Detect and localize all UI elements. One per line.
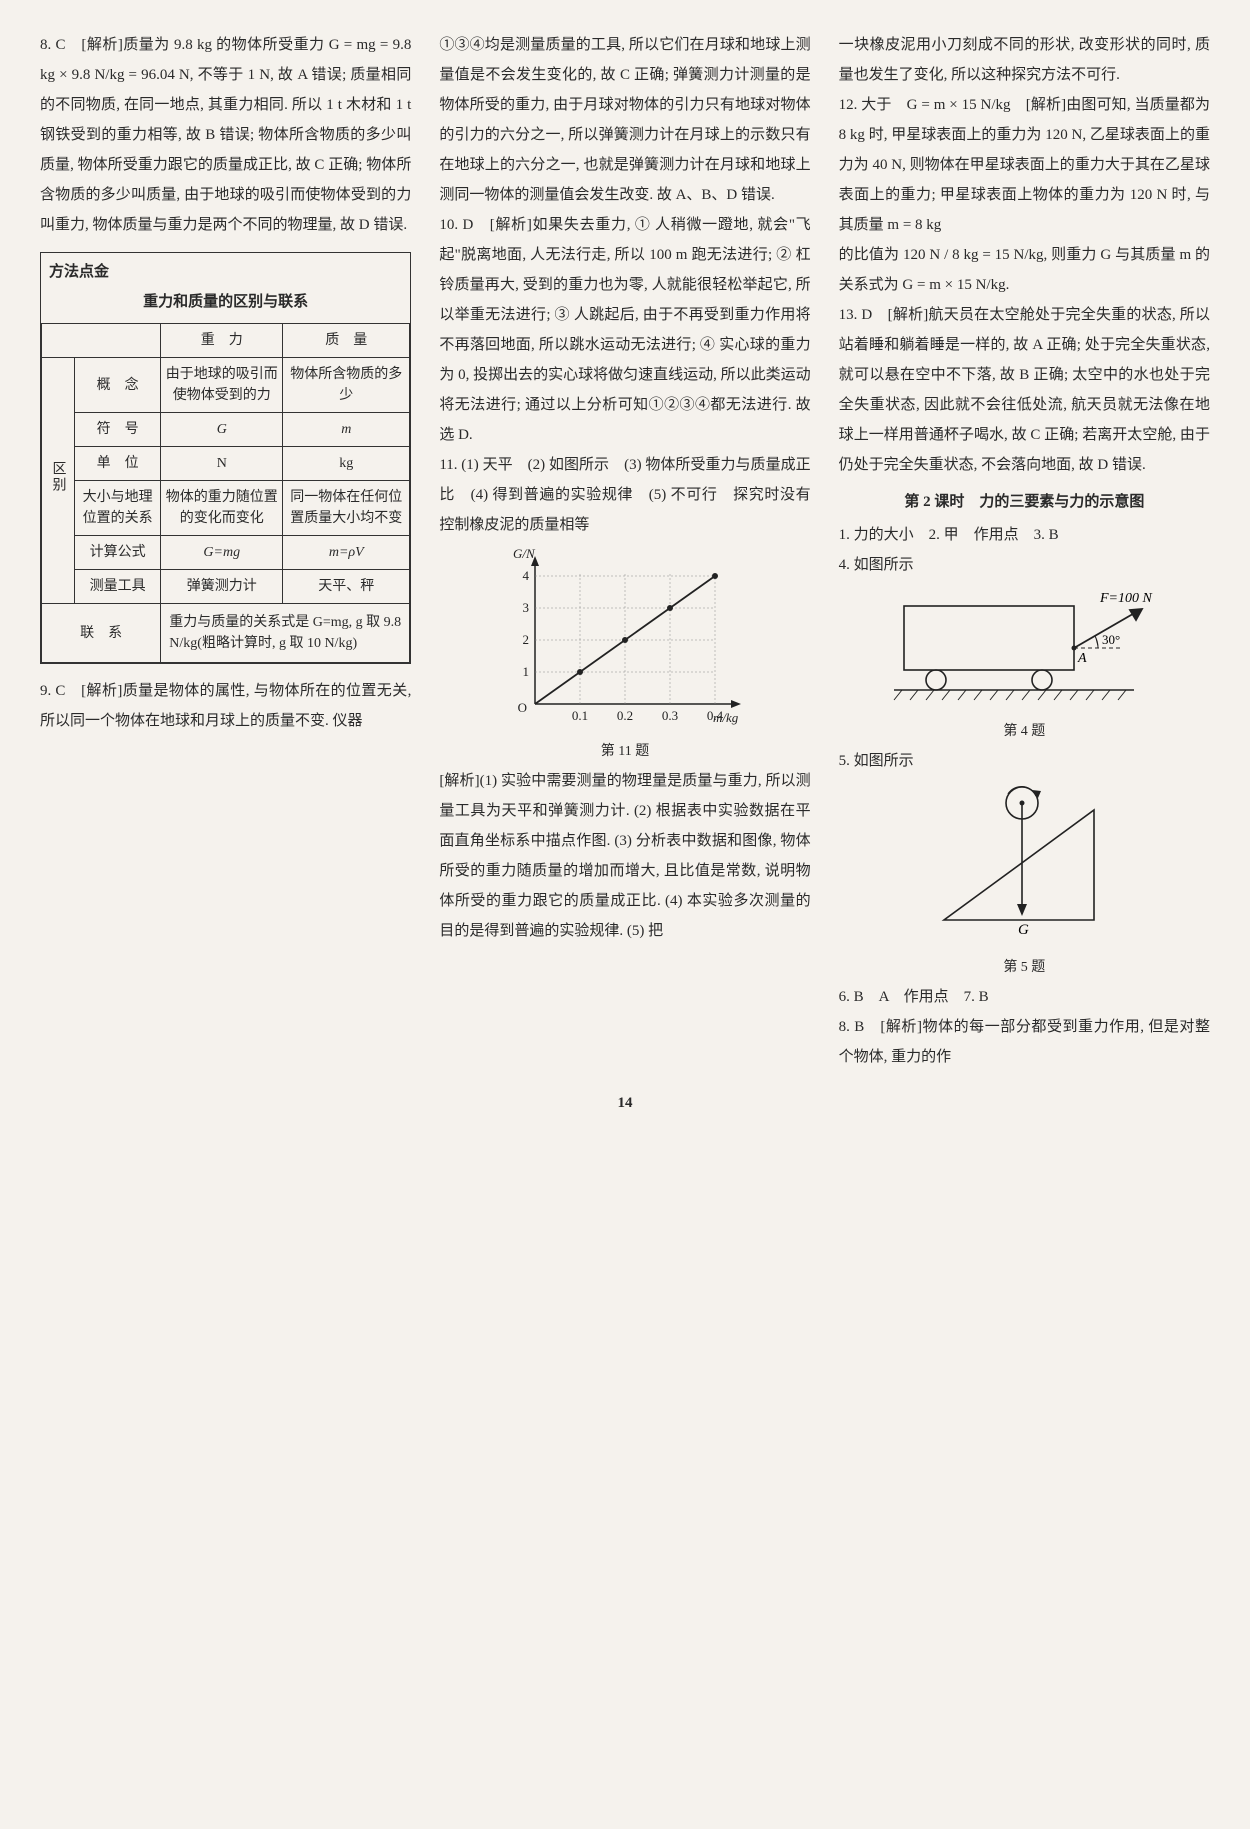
- box-title: 方法点金: [41, 253, 410, 287]
- page-columns: 8. C [解析]质量为 9.8 kg 的物体所受重力 G = mg = 9.8…: [40, 30, 1210, 1072]
- section-heading: 第 2 课时 力的三要素与力的示意图: [839, 490, 1210, 514]
- q11-chart: G/N m/kg O 1 2 3 4: [495, 544, 755, 734]
- c-g-concept: 由于地球的吸引而使物体受到的力: [161, 358, 283, 413]
- c-m-formula: m=ρV: [329, 545, 364, 560]
- r-unit: 单 位: [75, 447, 161, 481]
- row-group-link: 联 系: [42, 604, 161, 663]
- r-location: 大小与地理位置的关系: [75, 481, 161, 536]
- ans-4: 4. 如图所示: [839, 550, 1210, 580]
- c-link: 重力与质量的关系式是 G=mg, g 取 9.8 N/kg(粗略计算时, g 取…: [161, 604, 410, 663]
- q12-text-b: 的比值为 120 N / 8 kg = 15 N/kg, 则重力 G 与其质量 …: [839, 240, 1210, 300]
- q8b-text: 8. B [解析]物体的每一部分都受到重力作用, 但是对整个物体, 重力的作: [839, 1012, 1210, 1072]
- q9-cont: ①③④均是测量质量的工具, 所以它们在月球和地球上测量值是不会发生变化的, 故 …: [439, 30, 810, 210]
- th-mass: 质 量: [283, 324, 410, 358]
- c-g-symbol: G: [217, 422, 227, 437]
- c-g-formula: G=mg: [203, 545, 240, 560]
- column-3: 一块橡皮泥用小刀刻成不同的形状, 改变形状的同时, 质量也发生了变化, 所以这种…: [839, 30, 1210, 1072]
- r-tool: 测量工具: [75, 570, 161, 604]
- c-m-symbol: m: [341, 422, 351, 437]
- c-m-location: 同一物体在任何位置质量大小均不变: [283, 481, 410, 536]
- ans-6-7: 6. B A 作用点 7. B: [839, 982, 1210, 1012]
- ans-5: 5. 如图所示: [839, 746, 1210, 776]
- svg-text:0.3: 0.3: [662, 708, 678, 723]
- c-m-concept: 物体所含物质的多少: [283, 358, 410, 413]
- th-gravity: 重 力: [161, 324, 283, 358]
- q9-text: 9. C [解析]质量是物体的属性, 与物体所在的位置无关, 所以同一个物体在地…: [40, 676, 411, 736]
- svg-text:2: 2: [522, 632, 529, 647]
- q13-text: 13. D [解析]航天员在太空舱处于完全失重的状态, 所以站着睡和躺着睡是一样…: [839, 300, 1210, 480]
- svg-text:0.4: 0.4: [707, 708, 724, 723]
- svg-text:30°: 30°: [1102, 632, 1120, 647]
- r-symbol: 符 号: [75, 413, 161, 447]
- svg-text:3: 3: [522, 600, 529, 615]
- q4-figlabel: 第 4 题: [839, 718, 1210, 746]
- q5-figlabel: 第 5 题: [839, 954, 1210, 982]
- ans-1-3: 1. 力的大小 2. 甲 作用点 3. B: [839, 520, 1210, 550]
- svg-text:0.1: 0.1: [572, 708, 588, 723]
- svg-text:G: G: [1018, 922, 1029, 938]
- q11-text: 11. (1) 天平 (2) 如图所示 (3) 物体所受重力与质量成正比 (4)…: [439, 450, 810, 540]
- c-g-unit: N: [161, 447, 283, 481]
- row-group-diff: 区别: [48, 461, 69, 493]
- page-number: 14: [40, 1088, 1210, 1118]
- svg-text:G/N: G/N: [513, 546, 536, 561]
- q10-text: 10. D [解析]如果失去重力, ① 人稍微一蹬地, 就会"飞起"脱离地面, …: [439, 210, 810, 450]
- svg-text:A: A: [1077, 651, 1087, 666]
- r-concept: 概 念: [75, 358, 161, 413]
- q8-text: 8. C [解析]质量为 9.8 kg 的物体所受重力 G = mg = 9.8…: [40, 30, 411, 240]
- r-formula: 计算公式: [75, 536, 161, 570]
- method-box: 方法点金 重力和质量的区别与联系 重 力 质 量 区别 概 念 由于地球的吸引而…: [40, 252, 411, 664]
- q12-text: 12. 大于 G = m × 15 N/kg [解析]由图可知, 当质量都为 8…: [839, 90, 1210, 240]
- q11-figlabel: 第 11 题: [439, 738, 810, 766]
- c-m-tool: 天平、秤: [283, 570, 410, 604]
- svg-text:O: O: [518, 700, 527, 715]
- c-m-unit: kg: [283, 447, 410, 481]
- svg-text:4: 4: [522, 568, 529, 583]
- c-g-location: 物体的重力随位置的变化而变化: [161, 481, 283, 536]
- c-g-tool: 弹簧测力计: [161, 570, 283, 604]
- q11-cont: 一块橡皮泥用小刀刻成不同的形状, 改变形状的同时, 质量也发生了变化, 所以这种…: [839, 30, 1210, 90]
- box-subtitle: 重力和质量的区别与联系: [41, 287, 410, 323]
- svg-text:0.2: 0.2: [617, 708, 633, 723]
- svg-text:F=100 N: F=100 N: [1099, 591, 1152, 606]
- compare-table: 重 力 质 量 区别 概 念 由于地球的吸引而使物体受到的力 物体所含物质的多少…: [41, 323, 410, 663]
- q4-figure: A 30° F=100 N: [874, 584, 1174, 714]
- q5-figure: G: [914, 780, 1134, 950]
- svg-text:1: 1: [522, 664, 529, 679]
- column-2: ①③④均是测量质量的工具, 所以它们在月球和地球上测量值是不会发生变化的, 故 …: [439, 30, 810, 1072]
- q11-analysis: [解析](1) 实验中需要测量的物理量是质量与重力, 所以测量工具为天平和弹簧测…: [439, 766, 810, 946]
- column-1: 8. C [解析]质量为 9.8 kg 的物体所受重力 G = mg = 9.8…: [40, 30, 411, 1072]
